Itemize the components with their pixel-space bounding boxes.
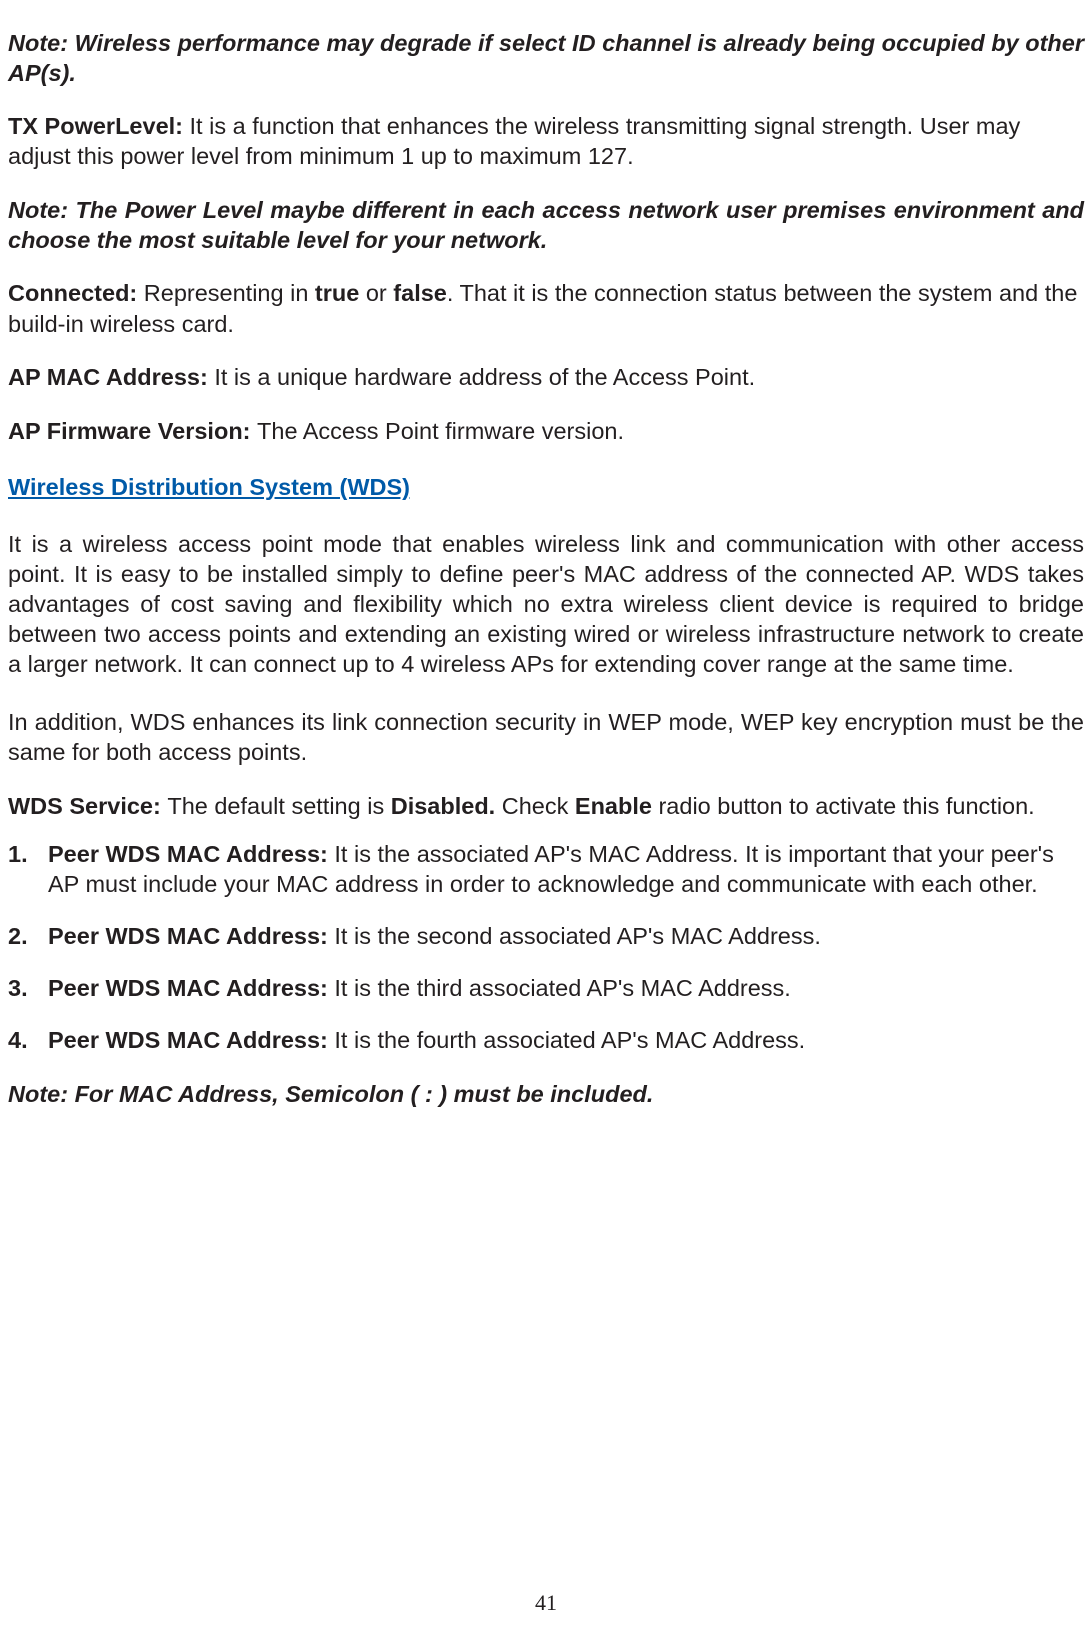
wds-service-disabled: Disabled. bbox=[391, 793, 502, 819]
connected-false: false bbox=[393, 280, 447, 306]
wds-service-paragraph: WDS Service: The default setting is Disa… bbox=[8, 791, 1084, 821]
document-page: Note: Wireless performance may degrade i… bbox=[0, 0, 1092, 1634]
peer-wds-text-2: It is the second associated AP's MAC Add… bbox=[334, 923, 820, 949]
wds-heading: Wireless Distribution System (WDS) bbox=[8, 474, 1084, 501]
peer-wds-item-4: Peer WDS MAC Address: It is the fourth a… bbox=[8, 1025, 1084, 1055]
note-channel: Note: Wireless performance may degrade i… bbox=[8, 28, 1084, 88]
ap-mac-label: AP MAC Address: bbox=[8, 364, 214, 390]
tx-powerlevel-label: TX PowerLevel: bbox=[8, 113, 190, 139]
peer-wds-text-4: It is the fourth associated AP's MAC Add… bbox=[334, 1027, 805, 1053]
connected-true: true bbox=[315, 280, 359, 306]
tx-powerlevel-paragraph: TX PowerLevel: It is a function that enh… bbox=[8, 111, 1084, 171]
note-mac-semicolon: Note: For MAC Address, Semicolon ( : ) m… bbox=[8, 1079, 1084, 1109]
peer-wds-label-3: Peer WDS MAC Address: bbox=[48, 975, 334, 1001]
ap-firmware-text: The Access Point firmware version. bbox=[257, 418, 624, 444]
wds-service-post: radio button to activate this function. bbox=[652, 793, 1035, 819]
peer-wds-label-2: Peer WDS MAC Address: bbox=[48, 923, 334, 949]
peer-wds-item-3: Peer WDS MAC Address: It is the third as… bbox=[8, 973, 1084, 1003]
connected-or: or bbox=[359, 280, 393, 306]
connected-label: Connected: bbox=[8, 280, 144, 306]
connected-pre: Representing in bbox=[144, 280, 315, 306]
ap-firmware-label: AP Firmware Version: bbox=[8, 418, 257, 444]
peer-wds-label-4: Peer WDS MAC Address: bbox=[48, 1027, 334, 1053]
ap-mac-paragraph: AP MAC Address: It is a unique hardware … bbox=[8, 362, 1084, 392]
wds-service-enable: Enable bbox=[575, 793, 652, 819]
peer-wds-item-1: Peer WDS MAC Address: It is the associat… bbox=[8, 839, 1084, 899]
ap-firmware-paragraph: AP Firmware Version: The Access Point fi… bbox=[8, 416, 1084, 446]
note-powerlevel: Note: The Power Level maybe different in… bbox=[8, 195, 1084, 255]
wds-service-label: WDS Service: bbox=[8, 793, 167, 819]
peer-wds-list: Peer WDS MAC Address: It is the associat… bbox=[8, 839, 1084, 1055]
connected-paragraph: Connected: Representing in true or false… bbox=[8, 278, 1084, 338]
peer-wds-item-2: Peer WDS MAC Address: It is the second a… bbox=[8, 921, 1084, 951]
wds-service-mid: Check bbox=[502, 793, 575, 819]
peer-wds-label-1: Peer WDS MAC Address: bbox=[48, 841, 334, 867]
peer-wds-text-3: It is the third associated AP's MAC Addr… bbox=[334, 975, 790, 1001]
ap-mac-text: It is a unique hardware address of the A… bbox=[214, 364, 755, 390]
wds-description-2: In addition, WDS enhances its link conne… bbox=[8, 707, 1084, 767]
page-number: 41 bbox=[0, 1590, 1092, 1616]
wds-service-pre: The default setting is bbox=[167, 793, 390, 819]
wds-description-1: It is a wireless access point mode that … bbox=[8, 529, 1084, 679]
